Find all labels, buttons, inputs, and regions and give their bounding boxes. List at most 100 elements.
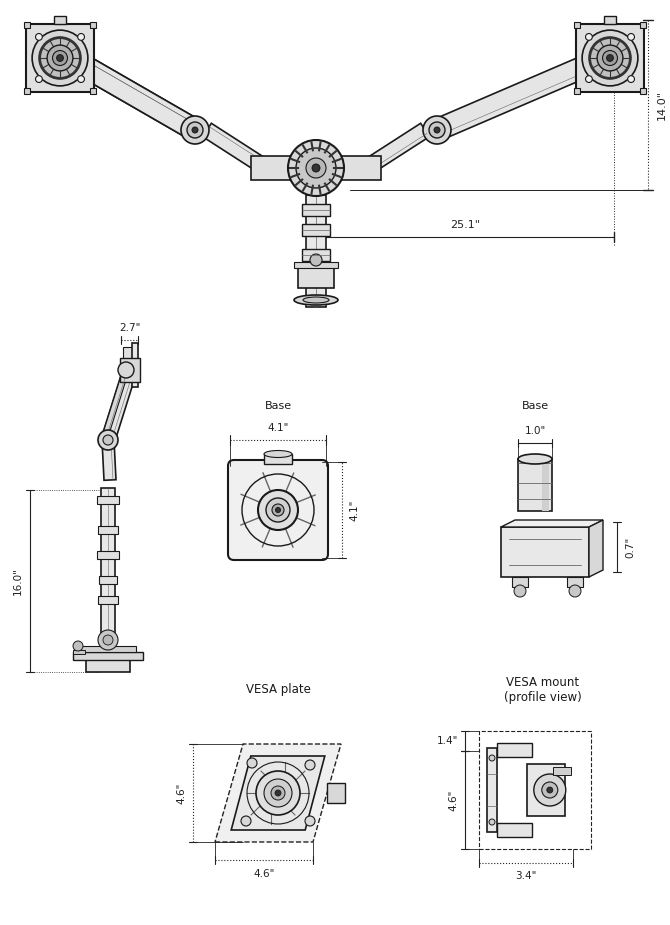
Bar (73, 650, 85, 654)
Circle shape (542, 782, 558, 798)
Bar (553, 767, 571, 775)
Circle shape (98, 430, 118, 450)
Circle shape (118, 362, 134, 378)
Bar (497, 823, 532, 837)
Bar (97, 496, 119, 504)
Polygon shape (78, 56, 200, 140)
Circle shape (52, 51, 68, 66)
Circle shape (266, 498, 290, 522)
Ellipse shape (294, 295, 338, 305)
Circle shape (78, 76, 84, 82)
Bar (264, 454, 292, 464)
Ellipse shape (303, 297, 329, 303)
Circle shape (36, 76, 42, 82)
Bar (298, 268, 334, 288)
Circle shape (569, 585, 581, 597)
Circle shape (187, 122, 203, 138)
Circle shape (489, 819, 495, 825)
FancyBboxPatch shape (228, 460, 328, 560)
Polygon shape (362, 123, 429, 175)
Circle shape (628, 76, 634, 82)
Circle shape (275, 790, 281, 796)
Bar (24, 88, 31, 94)
Text: 1.4": 1.4" (437, 736, 458, 746)
Circle shape (312, 164, 320, 172)
Bar (24, 21, 31, 28)
Bar (98, 526, 118, 534)
Polygon shape (101, 369, 129, 441)
Ellipse shape (264, 450, 292, 458)
Text: 4.1": 4.1" (267, 423, 289, 433)
Bar (294, 262, 338, 268)
Circle shape (36, 33, 42, 41)
Ellipse shape (518, 454, 552, 464)
Circle shape (628, 33, 634, 41)
Bar (120, 358, 140, 382)
Circle shape (586, 33, 592, 41)
Circle shape (275, 508, 281, 512)
Circle shape (271, 786, 285, 800)
Circle shape (306, 158, 326, 178)
Circle shape (73, 641, 83, 651)
Bar (479, 731, 591, 849)
Text: 2.7": 2.7" (119, 323, 140, 333)
Bar (567, 577, 583, 587)
Bar (574, 88, 580, 94)
Bar (327, 783, 345, 803)
Text: Base: Base (521, 401, 549, 411)
Polygon shape (78, 56, 200, 140)
Bar (86, 660, 130, 672)
Text: 4.6": 4.6" (253, 869, 275, 879)
Circle shape (40, 38, 80, 79)
Circle shape (241, 816, 251, 826)
Circle shape (597, 45, 623, 71)
Circle shape (305, 816, 315, 826)
Circle shape (305, 760, 315, 770)
Bar (542, 459, 549, 511)
Circle shape (534, 774, 565, 806)
Circle shape (602, 51, 618, 66)
Circle shape (124, 359, 136, 371)
Bar (132, 343, 138, 387)
Circle shape (56, 55, 64, 61)
Circle shape (582, 31, 638, 86)
Bar (97, 551, 119, 559)
Bar (73, 652, 143, 660)
Bar (302, 249, 330, 261)
Text: 1.0": 1.0" (525, 426, 545, 436)
Circle shape (103, 635, 113, 645)
Polygon shape (215, 744, 341, 842)
Text: VESA plate: VESA plate (246, 684, 310, 697)
Bar (576, 24, 644, 92)
Circle shape (296, 148, 336, 188)
Bar (518, 459, 552, 511)
Bar (512, 577, 528, 587)
Polygon shape (102, 439, 116, 480)
Circle shape (423, 116, 451, 144)
Circle shape (47, 45, 73, 71)
Circle shape (247, 758, 257, 768)
Circle shape (434, 127, 440, 133)
Polygon shape (433, 56, 590, 140)
Circle shape (586, 76, 592, 82)
Text: VESA mount
(profile view): VESA mount (profile view) (504, 676, 582, 704)
Bar (574, 21, 580, 28)
Circle shape (181, 116, 209, 144)
Bar (99, 576, 117, 584)
Circle shape (32, 31, 88, 86)
Circle shape (98, 630, 118, 650)
Polygon shape (101, 368, 137, 442)
Bar (497, 743, 532, 757)
Bar (501, 527, 589, 577)
Bar (302, 224, 330, 236)
Bar (302, 204, 330, 216)
Circle shape (78, 33, 84, 41)
Bar (26, 24, 94, 92)
Polygon shape (231, 756, 325, 830)
Polygon shape (202, 123, 270, 175)
Polygon shape (501, 520, 603, 527)
Text: 16.0": 16.0" (13, 567, 23, 595)
Circle shape (489, 755, 495, 761)
Bar (640, 21, 647, 28)
Circle shape (192, 127, 198, 133)
